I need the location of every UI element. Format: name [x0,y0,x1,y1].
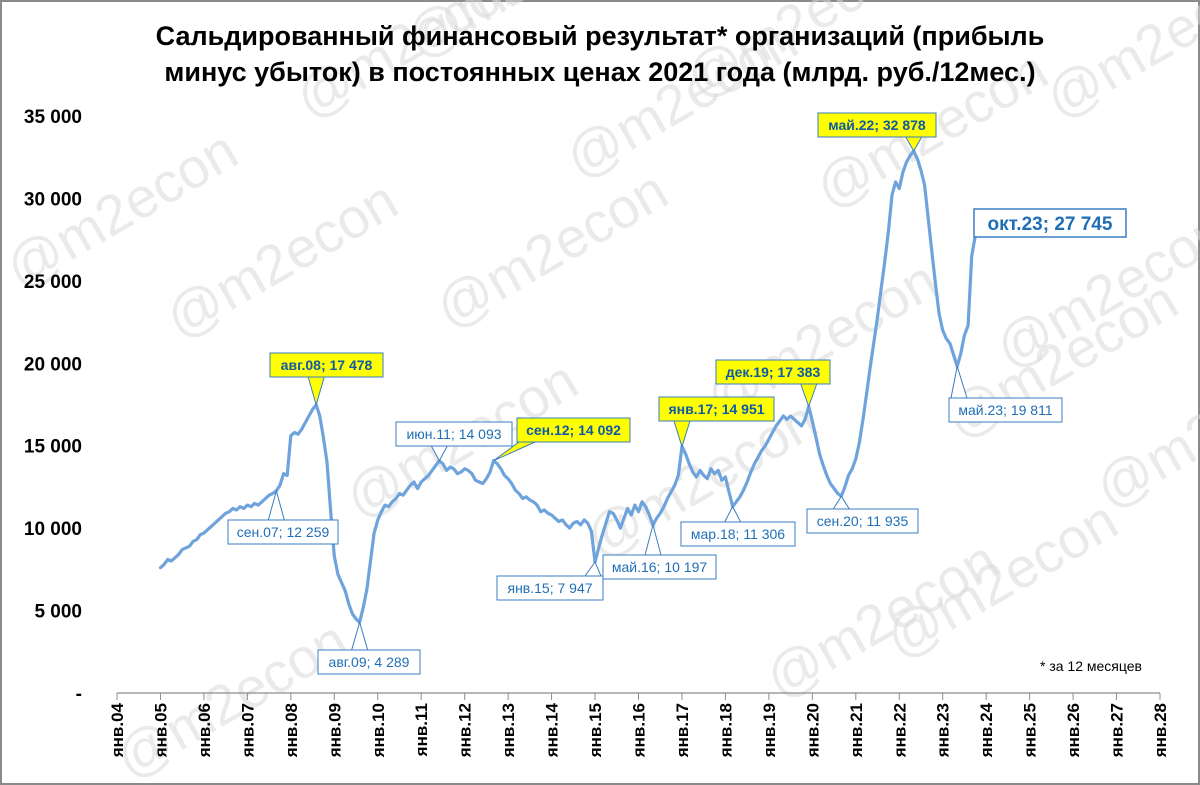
chart-title-line-1: Сальдированный финансовый результат* орг… [155,21,1045,51]
x-tick-label: янв.05 [151,703,170,758]
y-tick-label: 25 000 [24,272,82,293]
label-text: окт.23; 27 745 [988,214,1113,235]
y-axis: - 5 000 10 000 15 000 20 000 25 000 30 000 35 0… [24,107,82,705]
x-tick-label: янв.06 [195,703,214,758]
series-line [158,149,977,624]
x-tick-label: янв.10 [369,703,388,758]
y-tick-label: 30 000 [24,189,82,210]
x-axis: янв.04 янв.05 янв.06 янв.07 янв.08 янв.09 янв.… [108,692,1170,758]
label-box [395,421,513,447]
x-tick-label: янв.16 [630,703,649,758]
data-label-2022-05: май.22; 32 878 [817,112,937,152]
data-label-2011-06: июн.11; 14 093 [395,421,513,462]
data-label-2019-12: дек.19; 17 383 [715,359,831,408]
y-tick-label: 5 000 [34,602,82,623]
label-text: май.22; 32 878 [828,117,926,133]
label-box [516,417,631,443]
x-tick-label: янв.25 [1021,703,1040,758]
x-tick-label: янв.17 [673,703,692,758]
data-label-2017-01: янв.17; 14 951 [658,396,775,449]
x-tick-label: янв.18 [716,703,735,758]
x-tick-label: янв.07 [238,703,257,758]
x-tick-label: янв.04 [108,702,127,758]
annotation-layer: сен.07; 12 259 авг.08; 17 478 авг.09; 4 28… [227,112,1127,675]
data-label-2009-08: авг.09; 4 289 [317,620,421,675]
label-box [817,112,937,138]
x-tick-label: янв.20 [803,703,822,758]
chart-title: Сальдированный финансовый результат* орг… [0,18,1200,90]
label-text: янв.15; 7 947 [507,580,592,596]
chart-title-line-2: минус убыток) в постоянных ценах 2021 го… [164,57,1036,87]
data-label-2020-09: сен.20; 11 935 [806,495,919,534]
y-tick-label: 15 000 [24,437,82,458]
x-tick-label: янв.12 [456,703,475,758]
x-tick-label: янв.23 [934,703,953,758]
y-tick-label: 10 000 [24,519,82,540]
label-leader [307,376,325,407]
label-leader [832,495,851,510]
y-tick-label: 35 000 [24,107,82,128]
x-tick-label: янв.15 [586,703,605,758]
data-label-2007-09: сен.07; 12 259 [227,489,339,545]
label-text: июн.11; 14 093 [406,426,501,442]
label-box [948,397,1063,423]
label-box [496,575,604,601]
x-tick-label: янв.22 [890,703,909,758]
label-text: авг.08; 17 478 [281,357,373,373]
label-text: май.16; 10 197 [612,559,708,575]
label-text: дек.19; 17 383 [726,364,821,380]
x-tick-label: янв.27 [1108,703,1127,758]
y-tick-label: - [76,684,82,705]
x-tick-label: янв.09 [325,703,344,758]
label-text: сен.20; 11 935 [817,513,909,529]
series-layer [158,149,977,624]
x-tick-label: янв.08 [282,703,301,758]
x-tick-label: янв.19 [760,703,779,758]
data-label-2008-08: авг.08; 17 478 [269,352,384,407]
watermark-text: @m2econ [425,158,678,341]
x-tick-label: янв.21 [847,703,866,758]
footnote: * за 12 месяцев [1040,658,1142,674]
label-box [806,508,919,534]
label-text: янв.17; 14 951 [668,401,764,417]
x-tick-label: янв.14 [543,702,562,758]
data-label-2012-09: сен.12; 14 092 [493,417,631,462]
label-text: сен.12; 14 092 [526,422,621,438]
label-text: май.23; 19 811 [958,402,1052,418]
data-label-2023-10: окт.23; 27 745 [973,208,1127,238]
x-tick-label: янв.13 [499,703,518,758]
label-box [715,359,831,385]
y-tick-label: 20 000 [24,354,82,375]
data-label-2018-03: мар.18; 11 306 [680,505,796,547]
watermark-text: @m2econ [105,608,358,785]
label-text: авг.09; 4 289 [329,654,410,670]
label-box [269,352,384,378]
x-tick-label: янв.26 [1064,703,1083,758]
x-tick-label: янв.24 [977,702,996,758]
label-leader [673,420,691,449]
data-label-2016-05: май.16; 10 197 [602,522,717,580]
label-box [602,554,717,580]
label-text: мар.18; 11 306 [691,526,785,542]
x-tick-label: янв.11 [412,703,431,757]
label-leader [723,505,742,523]
x-tick-label: янв.28 [1151,703,1170,758]
label-box [317,649,421,675]
label-box [680,521,796,547]
label-box [658,396,775,422]
label-box [227,519,339,545]
label-leader [584,560,602,577]
label-box [973,208,1127,238]
label-text: сен.07; 12 259 [237,524,330,540]
data-label-2015-01: янв.15; 7 947 [496,560,604,601]
data-label-2023-05: май.23; 19 811 [948,366,1063,423]
label-leader [350,620,369,651]
